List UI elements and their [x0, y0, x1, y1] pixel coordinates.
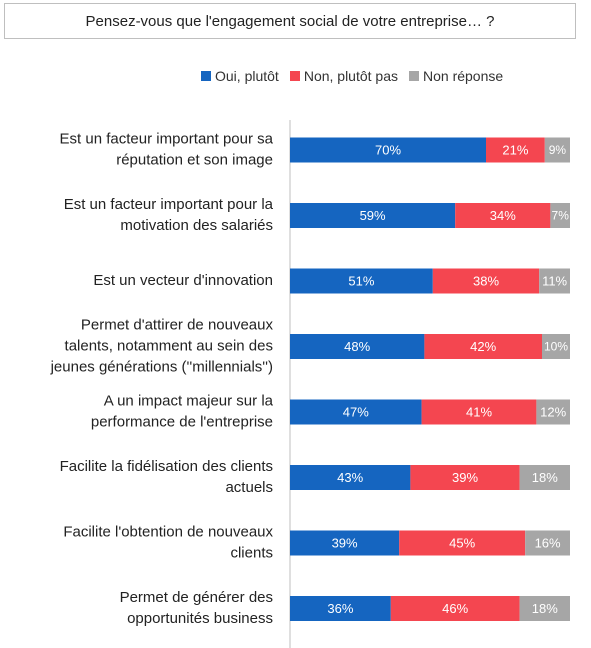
bar-segment-oui	[290, 530, 400, 556]
legend-item-nr: Non réponse	[409, 68, 503, 84]
legend-label-nr: Non réponse	[423, 68, 504, 84]
bar-segment-nr	[519, 596, 570, 621]
bar-segment-non	[390, 596, 520, 621]
bar-segment-oui	[290, 596, 391, 621]
category-label: Facilite l'obtention de nouveaux	[63, 523, 273, 540]
legend-item-oui: Oui, plutôt	[201, 68, 279, 84]
legend-swatch-oui	[201, 71, 211, 81]
category-label: opportunités business	[127, 610, 273, 627]
bar-segment-nr	[536, 399, 570, 425]
bar-segment-oui	[290, 137, 486, 163]
category-label: Facilite la fidélisation des clients	[60, 458, 273, 475]
bar-segment-non	[455, 203, 551, 228]
category-label: Est un facteur important pour la	[64, 196, 274, 213]
data-label: 18%	[532, 601, 558, 616]
bar-segment-nr	[525, 530, 570, 556]
data-label: 39%	[452, 470, 478, 485]
legend-label-non: Non, plutôt pas	[303, 68, 398, 84]
category-label: Permet de générer des	[120, 589, 273, 606]
category-label: performance de l'entreprise	[91, 413, 273, 430]
category-label: clients	[230, 544, 273, 561]
bar-segment-oui	[290, 334, 425, 359]
chart-title: Pensez-vous que l'engagement social de v…	[4, 3, 576, 39]
legend-swatch-nr	[409, 71, 419, 81]
bar-segment-oui	[290, 399, 422, 425]
bar-segment-nr	[550, 203, 570, 228]
data-label: 45%	[449, 535, 475, 550]
bar-segment-non	[424, 334, 542, 359]
category-label: réputation et son image	[116, 151, 273, 168]
category-label: Permet d'attirer de nouveaux	[81, 316, 274, 333]
category-label: talents, notamment au sein des	[65, 337, 273, 354]
bar-segment-non	[410, 465, 520, 490]
data-label: 12%	[540, 404, 566, 419]
data-label: 21%	[502, 142, 528, 157]
data-label: 70%	[375, 142, 401, 157]
data-label: 47%	[343, 404, 369, 419]
bar-segment-oui	[290, 203, 456, 228]
data-label: 42%	[470, 339, 496, 354]
category-label: Est un facteur important pour sa	[60, 130, 274, 147]
data-label: 7%	[552, 209, 570, 223]
data-label: 41%	[466, 404, 492, 419]
category-label: A un impact majeur sur la	[104, 392, 274, 409]
data-label: 59%	[360, 208, 386, 223]
data-label: 18%	[532, 470, 558, 485]
category-label: actuels	[225, 479, 273, 496]
data-label: 36%	[327, 601, 353, 616]
category-label: jeunes générations (''millennials'')	[50, 358, 273, 375]
data-label: 11%	[542, 273, 567, 288]
bar-segment-non	[399, 530, 526, 556]
legend-swatch-non	[289, 71, 300, 81]
bar-segment-non	[486, 137, 545, 163]
legend: Oui, plutôt Non, plutôt pas Non réponse	[201, 68, 514, 84]
bar-segment-nr	[542, 334, 570, 359]
category-label: motivation des salariés	[120, 217, 273, 234]
bar-segment-nr	[539, 268, 570, 294]
data-label: 38%	[473, 273, 499, 288]
data-label: 34%	[490, 208, 516, 223]
data-label: 39%	[332, 535, 358, 550]
data-label: 48%	[344, 339, 370, 354]
bar-segment-nr	[544, 137, 570, 163]
data-label: 43%	[337, 470, 363, 485]
data-label: 10%	[544, 340, 568, 354]
bar-segment-oui	[290, 268, 433, 294]
bar-segment-non	[421, 399, 537, 425]
data-label: 51%	[348, 273, 374, 288]
legend-item-non: Non, plutôt pas	[289, 68, 398, 84]
bar-segment-oui	[290, 465, 411, 490]
bar-segment-nr	[519, 465, 570, 490]
data-label: 16%	[535, 535, 561, 550]
data-label: 9%	[549, 143, 567, 157]
category-label: Est un vecteur d'innovation	[93, 272, 273, 289]
legend-label-oui: Oui, plutôt	[215, 68, 279, 84]
data-label: 46%	[442, 601, 468, 616]
bar-segment-non	[432, 268, 540, 294]
